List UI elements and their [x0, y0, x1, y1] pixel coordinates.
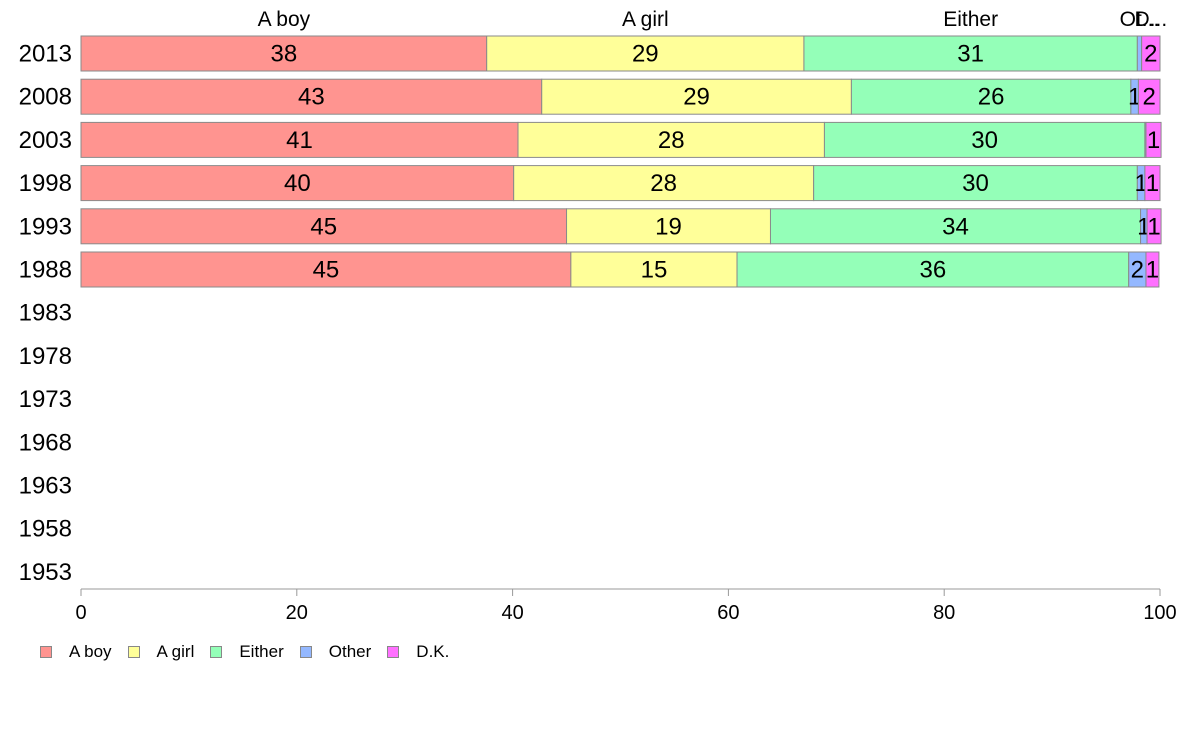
top-label-either: Either	[943, 8, 998, 31]
bar-other-2013	[1136, 35, 1143, 72]
data-label-a-boy-1998: 40	[284, 170, 311, 197]
legend-label-a-boy: A boy	[69, 642, 112, 661]
data-label-a-boy-2013: 38	[271, 41, 298, 68]
data-label-a-boy-1988: 45	[313, 257, 340, 284]
data-label-d-k-2003: 1	[1147, 127, 1160, 154]
top-label-a-boy: A boy	[258, 8, 311, 31]
bar-either-1988	[736, 251, 1130, 288]
legend-item-a-boy: A boy	[40, 642, 112, 662]
y-tick-label-1993: 1993	[19, 213, 72, 240]
data-label-other-1988: 2	[1131, 257, 1144, 284]
x-tick-label-40: 40	[501, 602, 523, 624]
y-tick-label-1988: 1988	[19, 257, 72, 284]
bar-a-girl-2003	[517, 121, 825, 158]
bar-a-boy-1998	[80, 165, 515, 202]
data-label-a-girl-1993: 19	[655, 213, 682, 240]
bar-d-k-2003	[1145, 121, 1162, 158]
y-tick-label-1978: 1978	[19, 343, 72, 370]
legend-item-either: Either	[210, 642, 284, 662]
y-tick-label-1963: 1963	[19, 473, 72, 500]
data-label-d-k-2013: 2	[1144, 41, 1157, 68]
bar-either-1993	[769, 208, 1142, 245]
legend: A boy A girl Either Other D.K.	[40, 642, 465, 662]
legend-swatch-dk	[387, 646, 400, 658]
legend-label-a-girl: A girl	[156, 642, 195, 661]
bar-a-girl-1998	[513, 165, 815, 202]
legend-swatch-either	[210, 646, 223, 658]
data-label-d-k-1988: 1	[1146, 257, 1159, 284]
bar-a-girl-2008	[541, 78, 852, 115]
bar-d-k-1998	[1144, 165, 1161, 202]
bar-d-k-1988	[1145, 251, 1160, 288]
x-tick-label-0: 0	[75, 602, 86, 624]
legend-swatch-a-girl	[127, 646, 140, 658]
data-label-either-1993: 34	[942, 213, 969, 240]
y-tick-label-2008: 2008	[19, 84, 72, 111]
data-label-d-k-2008: 2	[1143, 84, 1156, 111]
bar-a-girl-1988	[570, 251, 738, 288]
bar-d-k-1993	[1146, 208, 1162, 245]
y-tick-label-1998: 1998	[19, 170, 72, 197]
y-tick-label-1953: 1953	[19, 559, 72, 586]
data-label-either-1998: 30	[962, 170, 989, 197]
data-label-either-1988: 36	[920, 257, 947, 284]
legend-item-other: Other	[299, 642, 372, 662]
data-label-a-girl-2003: 28	[658, 127, 685, 154]
bar-either-1998	[813, 165, 1138, 202]
data-label-either-2013: 31	[957, 41, 984, 68]
data-label-either-2008: 26	[978, 84, 1005, 111]
top-label-a-girl: A girl	[622, 8, 669, 31]
x-tick-label-80: 80	[933, 602, 955, 624]
bar-a-girl-1993	[566, 208, 771, 245]
bar-a-boy-2013	[80, 35, 488, 72]
x-tick-label-20: 20	[286, 602, 308, 624]
x-tick-label-60: 60	[717, 602, 739, 624]
y-tick-label-1968: 1968	[19, 429, 72, 456]
data-label-a-girl-2008: 29	[683, 84, 710, 111]
data-label-a-girl-1988: 15	[641, 257, 668, 284]
data-label-a-girl-2013: 29	[632, 41, 659, 68]
data-label-either-2003: 30	[971, 127, 998, 154]
bar-a-boy-1993	[80, 208, 568, 245]
y-tick-label-1973: 1973	[19, 386, 72, 413]
bar-either-2008	[850, 78, 1132, 115]
legend-swatch-a-boy	[40, 646, 52, 658]
data-label-d-k-1993: 1	[1147, 213, 1160, 240]
data-label-a-boy-2008: 43	[298, 84, 325, 111]
legend-item-a-girl: A girl	[127, 642, 195, 662]
legend-label-either: Either	[239, 642, 284, 661]
bar-a-boy-1988	[80, 251, 572, 288]
bar-a-girl-2013	[486, 35, 805, 72]
bar-d-k-2013	[1141, 35, 1161, 72]
bar-either-2013	[803, 35, 1138, 72]
data-label-a-boy-2003: 41	[286, 127, 313, 154]
y-tick-label-1958: 1958	[19, 516, 72, 543]
y-tick-label-2013: 2013	[19, 41, 72, 68]
legend-label-other: Other	[328, 642, 372, 661]
data-label-d-k-1998: 1	[1146, 170, 1159, 197]
y-tick-label-1983: 1983	[19, 300, 72, 327]
bar-a-boy-2008	[80, 78, 543, 115]
legend-label-dk: D.K.	[416, 642, 450, 661]
top-label-other: Ot...	[1120, 8, 1160, 31]
legend-item-dk: D.K.	[387, 642, 449, 662]
data-label-a-boy-1993: 45	[310, 213, 337, 240]
y-tick-label-2003: 2003	[19, 127, 72, 154]
top-label-d-k: D...	[1134, 8, 1167, 31]
x-tick-label-100: 100	[1143, 602, 1176, 624]
legend-swatch-other	[299, 646, 312, 658]
data-label-a-girl-1998: 28	[650, 170, 677, 197]
bar-d-k-2008	[1137, 78, 1161, 115]
